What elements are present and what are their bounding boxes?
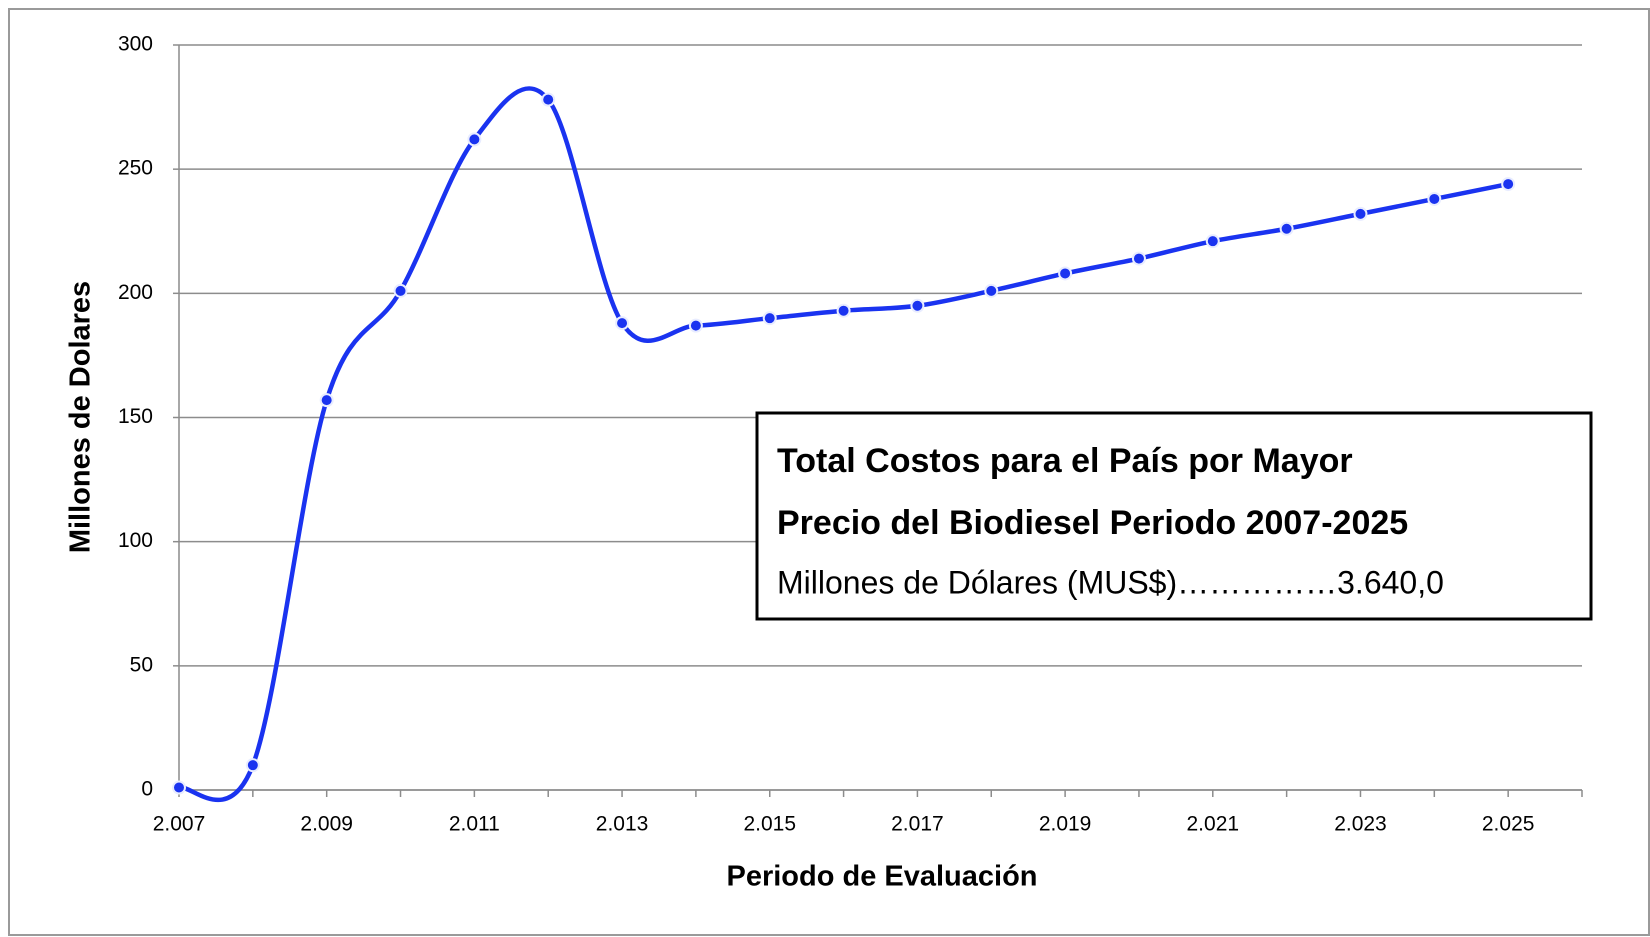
marker [319, 393, 334, 408]
marker [393, 283, 408, 298]
marker [910, 298, 925, 313]
marker [615, 316, 630, 331]
marker [1205, 234, 1220, 249]
annotation-title: Total Costos para el País por Mayor [777, 442, 1353, 480]
x-tick-label: 2.025 [1482, 813, 1535, 836]
x-tick-label: 2.019 [1039, 813, 1092, 836]
marker [1427, 191, 1442, 206]
y-axis-title: Millones de Dolares [65, 281, 97, 553]
y-tick-label: 300 [118, 33, 153, 56]
marker [836, 303, 851, 318]
y-tick-label: 250 [118, 157, 153, 180]
marker [1279, 221, 1294, 236]
marker [541, 92, 556, 107]
x-tick-label: 2.017 [891, 813, 944, 836]
y-tick-label: 0 [141, 778, 153, 801]
marker [1501, 177, 1516, 192]
x-tick-label: 2.021 [1187, 813, 1240, 836]
marker [762, 311, 777, 326]
x-tick-label: 2.009 [300, 813, 353, 836]
y-tick-label: 100 [118, 529, 153, 552]
annotation: Total Costos para el País por Mayor Prec… [755, 411, 1593, 621]
marker [1058, 266, 1073, 281]
annotation-title: Precio del Biodiesel Periodo 2007-2025 [777, 504, 1408, 542]
line [178, 86, 1509, 803]
marker [467, 132, 482, 147]
annotation-box [755, 411, 1593, 621]
marker [688, 318, 703, 333]
y-tick-label: 150 [118, 405, 153, 428]
marker [172, 780, 186, 795]
x-tick-label: 2.013 [596, 813, 649, 836]
annotation-text: Millones de Dólares (MUS$)……………3.640,0 [777, 564, 1444, 600]
plot [172, 86, 1516, 803]
y-tick-label: 50 [130, 653, 153, 676]
marker [1131, 251, 1146, 266]
x-tick-label: 2.011 [449, 813, 500, 836]
marker [1353, 206, 1368, 221]
y-tick-label: 200 [118, 281, 153, 304]
x-tick-label: 2.015 [743, 813, 796, 836]
x-axis-title: Periodo de Evaluación [726, 861, 1037, 893]
x-tick-label: 2.023 [1334, 813, 1387, 836]
x-tick-label: 2.007 [153, 813, 206, 836]
marker [245, 758, 260, 773]
marker [984, 283, 999, 298]
